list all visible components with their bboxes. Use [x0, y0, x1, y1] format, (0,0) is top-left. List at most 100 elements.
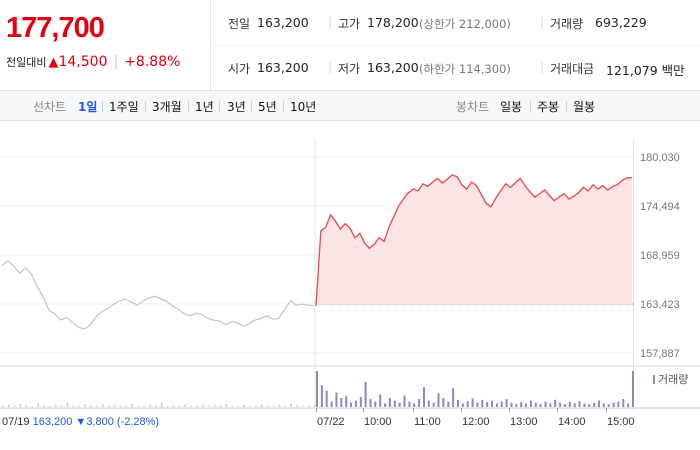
volume-bar: [466, 401, 469, 407]
tab-period-3y[interactable]: 3년: [227, 100, 246, 114]
volume-bar: [408, 401, 411, 407]
tab-period-1y[interactable]: 1년: [195, 100, 214, 114]
volume-bar: [369, 399, 372, 407]
x-tick-label: 10:00: [364, 416, 392, 428]
volume-bar: [549, 403, 552, 407]
volume-bar: [598, 400, 600, 407]
volume-bar: [190, 405, 192, 407]
previous-day-close: 163,200: [33, 416, 76, 428]
volume-bar: [350, 402, 352, 407]
volume-bar: [102, 404, 104, 407]
trade-value: 121,079 백만: [606, 63, 685, 78]
volume-bar: [261, 404, 263, 407]
candle-chart-label: 봉차트: [456, 100, 490, 114]
volume-bar: [588, 404, 591, 407]
volume-bar: [413, 403, 416, 407]
volume-bar: [486, 402, 489, 407]
upper-limit: (상한가 212,000): [419, 17, 511, 31]
volume-bar: [393, 400, 396, 407]
volume-bar: [37, 403, 39, 407]
volume-bar: [452, 388, 455, 407]
volume-bar: [160, 403, 163, 407]
volume-bar: [278, 404, 281, 407]
volume-bar: [476, 402, 479, 407]
tab-period-3m[interactable]: 3개월: [152, 100, 182, 114]
volume-bar: [398, 402, 401, 407]
previous-day-series: [1, 259, 315, 330]
volume-bar: [632, 371, 634, 407]
today-line: [315, 174, 632, 307]
volume-bar: [447, 401, 450, 407]
volume-bar: [491, 400, 493, 407]
volume-bar: [578, 401, 581, 407]
volume-bar: [481, 399, 484, 407]
x-tick-label: 14:00: [558, 416, 586, 428]
volume-bar: [208, 405, 210, 407]
line-chart-label: 선차트: [33, 100, 67, 114]
volume-bar: [320, 385, 323, 407]
tab-period-10y[interactable]: 10년: [290, 100, 317, 114]
today-area: [316, 175, 632, 306]
tab-period-5y[interactable]: 5년: [258, 100, 277, 114]
volume-bar: [266, 405, 269, 407]
volume-bar: [534, 402, 537, 407]
volume-bar: [84, 404, 86, 407]
trade-value-label: 거래대금: [550, 62, 595, 76]
change-rate: +8.88%: [124, 54, 181, 70]
volume-bar: [379, 394, 382, 407]
low-label: 저가: [338, 62, 361, 76]
volume-bar: [345, 396, 348, 407]
volume-bar: [284, 405, 287, 407]
volume-bar: [423, 387, 425, 407]
lower-limit: (하한가 114,300): [419, 62, 511, 76]
divider: |: [113, 54, 119, 70]
volume-bar: [520, 402, 523, 407]
tab-candle-daily[interactable]: 일봉: [500, 100, 523, 114]
volume-bar: [131, 403, 133, 407]
divider: [210, 45, 700, 46]
volume-bar: [622, 399, 625, 407]
volume-bar: [627, 403, 630, 407]
volume-bar: [437, 393, 440, 407]
volume-bar: [525, 403, 527, 407]
volume-bar: [471, 398, 474, 407]
volume-bar: [607, 404, 610, 407]
previous-day-info: 07/19 163,200 ▼3,800 (-2.28%): [2, 416, 159, 428]
x-tick-label: 11:00: [414, 416, 441, 428]
volume-bar: [172, 405, 175, 407]
tab-period-1w[interactable]: 1주일: [109, 100, 139, 114]
volume-legend-label: 거래량: [658, 373, 688, 386]
volume-bar: [49, 405, 51, 407]
volume-bar: [72, 405, 75, 407]
prev-close-value: 163,200: [257, 15, 309, 30]
high-label: 고가: [338, 17, 361, 31]
volume-bar: [243, 404, 245, 407]
divider: |: [540, 15, 545, 29]
volume-bar: [166, 405, 169, 407]
volume-bar: [78, 405, 80, 407]
previous-day-change: 3,800: [86, 416, 117, 428]
tab-candle-monthly[interactable]: 월봉: [573, 100, 596, 114]
previous-day-footer: 07/19 163,200 ▼3,800 (-2.28%): [2, 416, 159, 428]
volume-bar: [335, 392, 338, 407]
volume-bar: [388, 398, 391, 407]
volume-bar: [554, 399, 557, 407]
volume-bar: [302, 405, 304, 407]
volume-bar: [55, 404, 57, 407]
volume-bar: [66, 402, 69, 407]
divider: [145, 101, 146, 112]
tab-candle-weekly[interactable]: 주봉: [537, 100, 560, 114]
volume-bar: [219, 405, 222, 407]
volume-bar: [374, 401, 377, 407]
previous-day-change-rate: (-2.28%): [117, 416, 159, 428]
volume-bar: [272, 405, 275, 407]
volume-value: 693,229: [595, 15, 647, 30]
volume-bar: [314, 404, 316, 407]
volume-bar: [7, 404, 10, 407]
volume-bar: [184, 404, 186, 407]
volume-bar: [325, 390, 328, 407]
up-arrow-icon: ▲: [48, 55, 59, 70]
volume-bar: [330, 401, 333, 407]
tab-period-1d[interactable]: 1일: [78, 100, 98, 114]
volume-bar: [202, 404, 204, 407]
